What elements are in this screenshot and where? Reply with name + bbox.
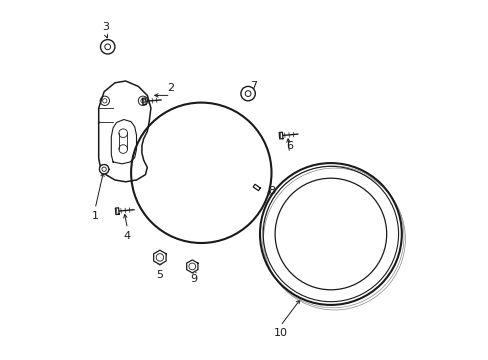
Text: 10: 10 xyxy=(273,328,287,338)
Circle shape xyxy=(241,86,255,101)
Circle shape xyxy=(260,164,400,304)
Text: 1: 1 xyxy=(91,211,99,221)
Polygon shape xyxy=(186,260,198,273)
Text: 2: 2 xyxy=(167,83,174,93)
Polygon shape xyxy=(153,250,166,265)
Circle shape xyxy=(131,103,271,243)
Text: 7: 7 xyxy=(249,81,257,91)
Text: 3: 3 xyxy=(102,22,109,32)
Text: 5: 5 xyxy=(156,270,163,280)
Text: 6: 6 xyxy=(285,141,292,151)
Text: 8: 8 xyxy=(267,186,274,196)
Text: 9: 9 xyxy=(190,274,197,284)
Circle shape xyxy=(101,40,115,54)
Circle shape xyxy=(99,165,108,174)
Text: 4: 4 xyxy=(123,231,131,241)
